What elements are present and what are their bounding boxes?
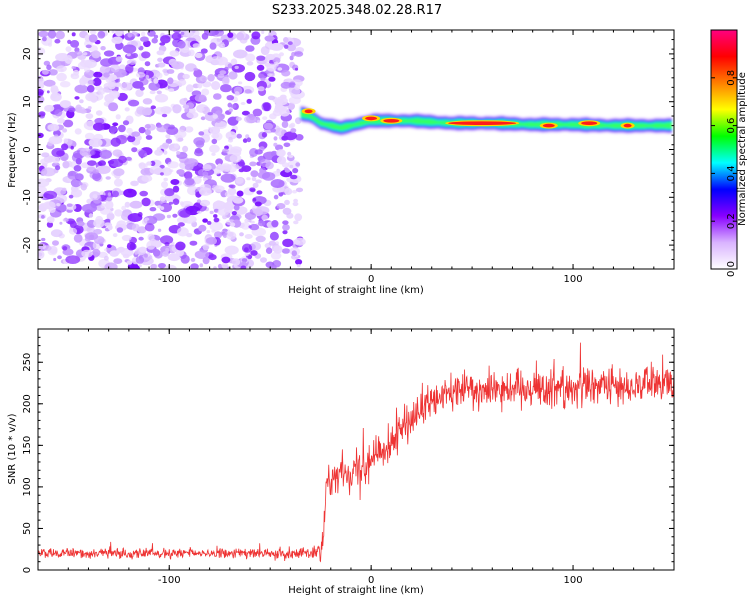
spectrogram-xtick-label: 0 — [368, 274, 374, 285]
ridge-peaks — [301, 108, 635, 129]
snr-panel: -100 0 100 0 50 100 150 200 250 Height of straig… — [7, 328, 675, 596]
spectrogram-ytick-label: -20 — [22, 237, 33, 253]
snr-ytick-label: 200 — [22, 394, 33, 413]
snr-xlabel: Height of straight line (km) — [288, 585, 424, 596]
ridge-peak-core — [304, 109, 313, 114]
colorbar-tick-label: 0.2 — [726, 213, 737, 229]
snr-ticks: -100 0 100 0 50 100 150 200 250 — [22, 328, 675, 586]
snr-xtick-label: 0 — [368, 575, 374, 586]
ridge-peak-core — [365, 116, 378, 121]
snr-xtick-label: -100 — [158, 575, 181, 586]
colorbar-tick-label: 0.4 — [726, 165, 737, 181]
ridge-peak-core — [623, 123, 632, 128]
colorbar-gradient — [711, 30, 737, 269]
colorbar-frame — [710, 29, 738, 270]
snr-xtick-label: 100 — [564, 575, 583, 586]
spectrogram-ytick-label: 10 — [22, 95, 33, 108]
spectrogram-heatmap — [38, 30, 672, 269]
spectrogram-xtick-label: -100 — [158, 274, 181, 285]
ridge-peak-core — [542, 123, 555, 128]
spectrogram-ytick-label: 0 — [22, 146, 33, 152]
colorbar-tick-label: 0.8 — [726, 70, 737, 86]
snr-ytick-label: 0 — [22, 567, 33, 573]
spectrogram-ytick-label: -10 — [22, 189, 33, 205]
colorbar: 0.0 0.2 0.4 0.6 0.8 Normalized spectral ampl… — [710, 29, 748, 277]
colorbar-tick-label: 0.0 — [726, 261, 737, 277]
snr-series-line — [38, 342, 674, 563]
colorbar-tick-label: 0.6 — [726, 118, 737, 134]
noise-region — [38, 30, 306, 269]
spectrogram-ylabel: Frequency (Hz) — [7, 112, 18, 188]
snr-ytick-label: 150 — [22, 436, 33, 455]
spectrogram-xtick-label: 100 — [564, 274, 583, 285]
snr-ytick-label: 50 — [22, 522, 33, 535]
ridge-peak-core — [581, 121, 598, 125]
ridge-peak-core — [383, 119, 400, 123]
spectrogram-xlabel: Height of straight line (km) — [288, 285, 424, 296]
figure-title: S233.2025.348.02.28.R17 — [272, 3, 442, 18]
snr-ytick-label: 250 — [22, 353, 33, 372]
colorbar-label: Normalized spectral amplitude — [737, 72, 748, 226]
snr-ytick-label: 100 — [22, 477, 33, 496]
colorbar-ticks: 0.0 0.2 0.4 0.6 0.8 — [711, 70, 737, 277]
snr-ylabel: SNR (10 * v/v) — [7, 413, 18, 484]
snr-frame — [37, 328, 675, 571]
spectrogram-ytick-label: 20 — [22, 48, 33, 61]
ridge-peak-core — [448, 121, 517, 125]
